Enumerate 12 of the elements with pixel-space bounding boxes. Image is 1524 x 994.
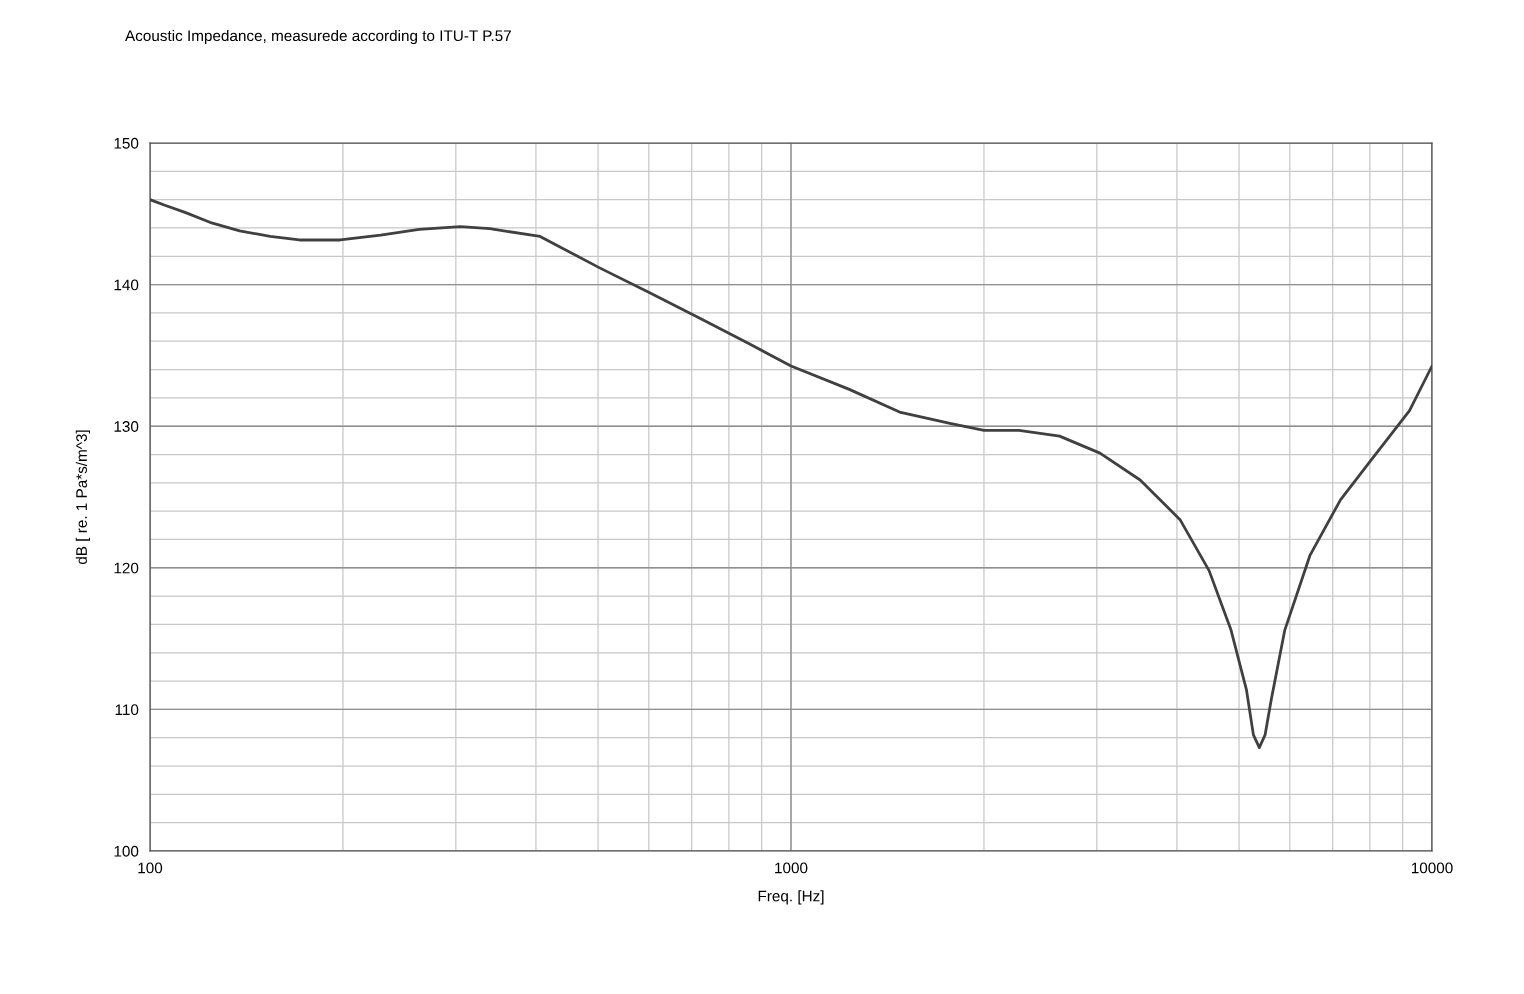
x-tick-label: 1000 bbox=[775, 862, 808, 874]
y-tick-label: 150 bbox=[114, 137, 139, 149]
y-tick-label: 130 bbox=[114, 421, 139, 432]
y-tick-label: 140 bbox=[114, 279, 139, 291]
chart-title: Acoustic Impedance, measurede according to ITU-T P.57 bbox=[125, 29, 511, 45]
y-tick-label: 100 bbox=[114, 845, 139, 857]
y-tick-label: 110 bbox=[115, 704, 139, 716]
x-axis-title: Freq. [Hz] bbox=[758, 890, 824, 905]
y-tick-label: 120 bbox=[114, 562, 139, 574]
y-axis-title: dB [ re. 1 Pa*s/m^3] bbox=[75, 430, 90, 565]
x-tick-label: 100 bbox=[138, 862, 163, 874]
x-tick-label: 10000 bbox=[1411, 862, 1453, 874]
